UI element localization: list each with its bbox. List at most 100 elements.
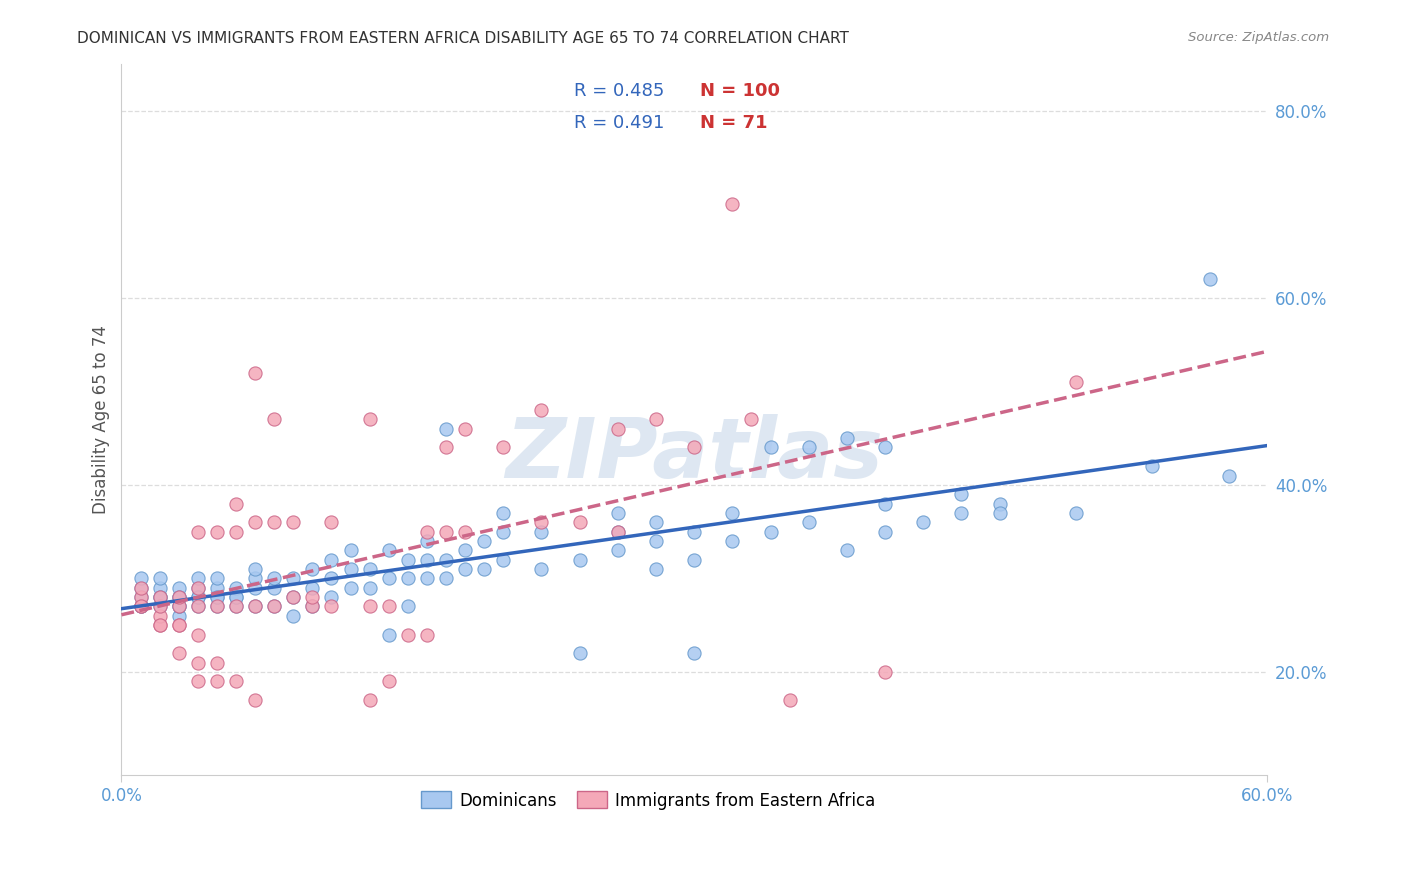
Point [321, 599, 343, 614]
Point [243, 599, 266, 614]
Point [225, 599, 247, 614]
Point [301, 562, 323, 576]
Point [167, 608, 190, 623]
Point [492, 524, 515, 539]
Point [721, 506, 744, 520]
Point [205, 674, 228, 689]
Point [530, 516, 553, 530]
Point [205, 524, 228, 539]
Point [434, 552, 457, 566]
Point [950, 487, 973, 501]
Point [149, 571, 172, 585]
Point [321, 590, 343, 604]
Point [454, 562, 477, 576]
Point [530, 524, 553, 539]
Point [606, 422, 628, 436]
Point [492, 552, 515, 566]
Point [377, 571, 399, 585]
Point [779, 693, 801, 707]
Point [263, 581, 285, 595]
Legend: Dominicans, Immigrants from Eastern Africa: Dominicans, Immigrants from Eastern Afri… [415, 785, 882, 816]
Point [243, 581, 266, 595]
Point [492, 441, 515, 455]
Point [187, 581, 209, 595]
Point [339, 581, 361, 595]
Point [129, 599, 152, 614]
Point [359, 599, 381, 614]
Point [149, 618, 172, 632]
Point [396, 552, 419, 566]
Point [149, 590, 172, 604]
Point [283, 590, 305, 604]
Point [149, 618, 172, 632]
Point [283, 590, 305, 604]
Point [283, 571, 305, 585]
Point [797, 516, 820, 530]
Point [454, 524, 477, 539]
Point [187, 581, 209, 595]
Point [243, 571, 266, 585]
Point [167, 590, 190, 604]
Point [721, 534, 744, 549]
Point [321, 552, 343, 566]
Point [912, 516, 935, 530]
Point [187, 599, 209, 614]
Point [472, 534, 495, 549]
Point [321, 571, 343, 585]
Point [568, 552, 591, 566]
Point [454, 543, 477, 558]
Point [129, 581, 152, 595]
Point [759, 441, 782, 455]
Point [339, 562, 361, 576]
Text: ZIPatlas: ZIPatlas [505, 415, 883, 495]
Point [530, 562, 553, 576]
Point [416, 627, 439, 641]
Point [377, 543, 399, 558]
Point [950, 506, 973, 520]
Point [359, 693, 381, 707]
Point [568, 646, 591, 660]
Point [149, 590, 172, 604]
Point [263, 571, 285, 585]
Point [225, 590, 247, 604]
Point [167, 599, 190, 614]
Point [167, 590, 190, 604]
Text: N = 71: N = 71 [700, 114, 768, 132]
Point [243, 562, 266, 576]
Point [187, 590, 209, 604]
Point [243, 516, 266, 530]
Point [875, 524, 897, 539]
Point [875, 441, 897, 455]
Text: R = 0.485: R = 0.485 [574, 82, 664, 100]
Point [301, 581, 323, 595]
Point [606, 543, 628, 558]
Text: R = 0.491: R = 0.491 [574, 114, 664, 132]
Point [167, 590, 190, 604]
Point [530, 403, 553, 417]
Point [263, 599, 285, 614]
Point [301, 599, 323, 614]
Point [645, 562, 668, 576]
Point [167, 599, 190, 614]
Point [205, 581, 228, 595]
Point [301, 599, 323, 614]
Point [1198, 272, 1220, 286]
Point [187, 627, 209, 641]
Text: N = 100: N = 100 [700, 82, 780, 100]
Point [243, 599, 266, 614]
Point [225, 524, 247, 539]
Point [416, 534, 439, 549]
Point [263, 516, 285, 530]
Point [187, 599, 209, 614]
Point [225, 590, 247, 604]
Point [359, 562, 381, 576]
Point [167, 618, 190, 632]
Point [377, 674, 399, 689]
Point [396, 599, 419, 614]
Point [875, 665, 897, 679]
Point [167, 618, 190, 632]
Point [283, 516, 305, 530]
Point [149, 599, 172, 614]
Point [1064, 506, 1087, 520]
Point [129, 599, 152, 614]
